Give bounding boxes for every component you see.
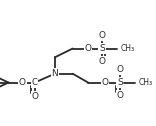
Text: O: O <box>116 91 123 100</box>
Text: O: O <box>85 44 92 53</box>
Text: O: O <box>102 78 109 87</box>
Text: O: O <box>99 57 105 66</box>
Text: O: O <box>31 92 38 101</box>
Text: C: C <box>32 78 38 87</box>
Text: O: O <box>99 31 105 40</box>
Text: S: S <box>117 78 123 87</box>
Text: O: O <box>116 65 123 74</box>
Text: N: N <box>51 69 58 78</box>
Text: O: O <box>19 78 26 87</box>
Text: S: S <box>99 44 105 53</box>
Text: CH₃: CH₃ <box>121 44 135 53</box>
Text: CH₃: CH₃ <box>138 78 152 87</box>
